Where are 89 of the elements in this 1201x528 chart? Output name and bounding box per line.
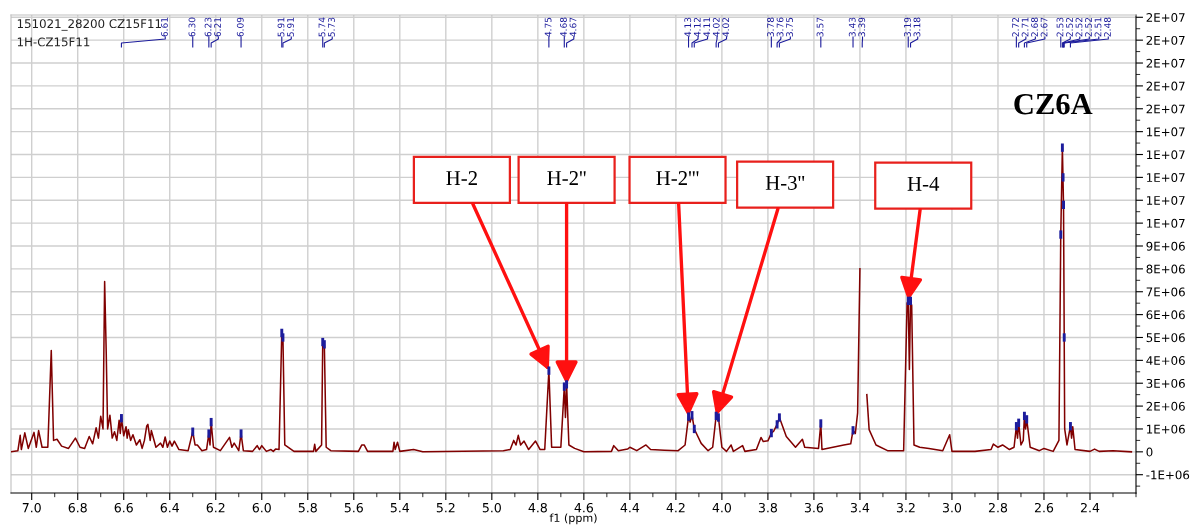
x-tick-label: 7.0 [22, 502, 41, 513]
annotation: 6.21 [214, 17, 221, 37]
annotation: 6.61 [161, 17, 168, 37]
y-tick-label: 1E+07 [1147, 173, 1185, 183]
annotation: 4.67 [569, 17, 577, 37]
annotation: 4.13 [684, 17, 692, 37]
annotation: H-2''' [656, 171, 699, 185]
x-tick-label: 2.6 [1034, 502, 1054, 513]
annotation: 1H-CZ15F11 [17, 37, 90, 47]
y-tick-label: 4E+06 [1146, 356, 1185, 365]
x-tick-label: 4.6 [574, 502, 594, 513]
annotation: 3.57 [816, 17, 824, 37]
annotation: 2.51 [1094, 17, 1102, 37]
x-axis-title: f1 (ppm) [549, 513, 597, 525]
y-tick-label: 6E+06 [1146, 310, 1185, 320]
annotation: 4.02 [712, 17, 720, 37]
x-tick-label: 4.2 [666, 502, 685, 513]
x-tick-label: 5.6 [344, 502, 363, 513]
y-tick-label: 1E+07 [1147, 218, 1185, 228]
x-tick-label: 6.2 [206, 502, 225, 513]
y-tick-label: 2E+07 [1146, 13, 1185, 22]
x-tick-label: 3.2 [896, 502, 915, 513]
annotation: 3.76 [776, 17, 784, 37]
x-tick-label: 6.8 [68, 502, 87, 513]
x-tick-label: 5.4 [390, 503, 410, 513]
x-tick-label: 4.0 [712, 502, 731, 513]
y-tick-label: 1E+07 [1147, 127, 1185, 137]
x-tick-label: 4.8 [528, 502, 547, 513]
annotation: 2.67 [1040, 17, 1048, 37]
y-tick-label: 2E+07 [1146, 35, 1185, 45]
annotation: 3.39 [858, 17, 866, 37]
annotation: 2.48 [1104, 17, 1111, 37]
annotation: 3.18 [913, 17, 921, 37]
annotation: 6.30 [188, 17, 196, 37]
annotation: 6.23 [204, 17, 212, 37]
annotation: 2.68 [1031, 17, 1038, 37]
annotation: H-3'' [765, 175, 805, 190]
y-tick-label: 0 [1146, 447, 1153, 457]
x-tick-label: 3.0 [942, 502, 962, 513]
y-tick-label: 2E+07 [1146, 104, 1185, 114]
annotation: 4.02 [722, 17, 730, 37]
x-tick-label: 3.4 [850, 502, 870, 513]
y-tick-label: -1E+06 [1146, 470, 1190, 480]
x-tick-label: 5.0 [482, 502, 501, 513]
y-tick-label: 3E+06 [1146, 378, 1185, 388]
annotation: 4.11 [703, 17, 711, 37]
annotation: 5.74 [318, 17, 326, 37]
x-tick-label: 6.0 [252, 502, 271, 513]
annotation: 3.78 [767, 17, 774, 37]
annotation: 2.52 [1066, 17, 1073, 37]
annotation: 4.75 [544, 17, 552, 37]
y-tick-label: 8E+06 [1146, 264, 1185, 274]
annotation: 2.52 [1085, 17, 1092, 37]
y-tick-label: 7E+06 [1146, 287, 1185, 297]
y-tick-label: 2E+06 [1146, 401, 1185, 411]
annotation: 4.12 [693, 17, 701, 37]
x-tick-label: 5.8 [298, 502, 317, 513]
x-tick-label: 4.4 [620, 503, 640, 513]
x-tick-label: 6.6 [114, 502, 133, 513]
annotation: 5.91 [287, 17, 294, 37]
x-tick-label: 3.8 [758, 502, 777, 513]
annotation: 5.73 [328, 17, 335, 37]
y-tick-label: 1E+06 [1147, 424, 1185, 434]
annotation: 3.43 [848, 17, 856, 37]
x-tick-label: 5.2 [436, 502, 455, 513]
x-tick-label: 2.4 [1080, 502, 1100, 513]
annotation: H-2 [446, 171, 477, 185]
y-tick-label: 1E+07 [1147, 150, 1185, 160]
x-tick-label: 3.6 [804, 502, 824, 513]
annotation: 2.72 [1012, 17, 1019, 37]
y-tick-label: 5E+06 [1146, 333, 1185, 343]
x-tick-label: 6.4 [160, 502, 179, 513]
annotation: CZ6A [1014, 93, 1093, 115]
y-tick-label: 1E+07 [1147, 195, 1185, 205]
annotation: H-4 [907, 176, 940, 191]
annotation: 6.09 [236, 17, 244, 37]
annotation: 4.68 [560, 17, 567, 37]
x-tick-label: 2.8 [988, 502, 1008, 513]
annotation: 2.71 [1021, 17, 1029, 37]
annotation: 151021_28200 CZ15F11 [17, 19, 161, 31]
annotation: 3.19 [904, 17, 911, 37]
annotation: H-2'' [547, 171, 586, 185]
annotation: 5.91 [277, 17, 285, 37]
y-tick-label: 9E+06 [1146, 241, 1185, 251]
y-tick-label: 2E+07 [1146, 81, 1185, 91]
annotation: 2.52 [1075, 17, 1083, 37]
y-tick-label: 2E+07 [1146, 58, 1185, 68]
annotation: 2.53 [1056, 17, 1064, 37]
annotation: 3.75 [786, 17, 793, 37]
